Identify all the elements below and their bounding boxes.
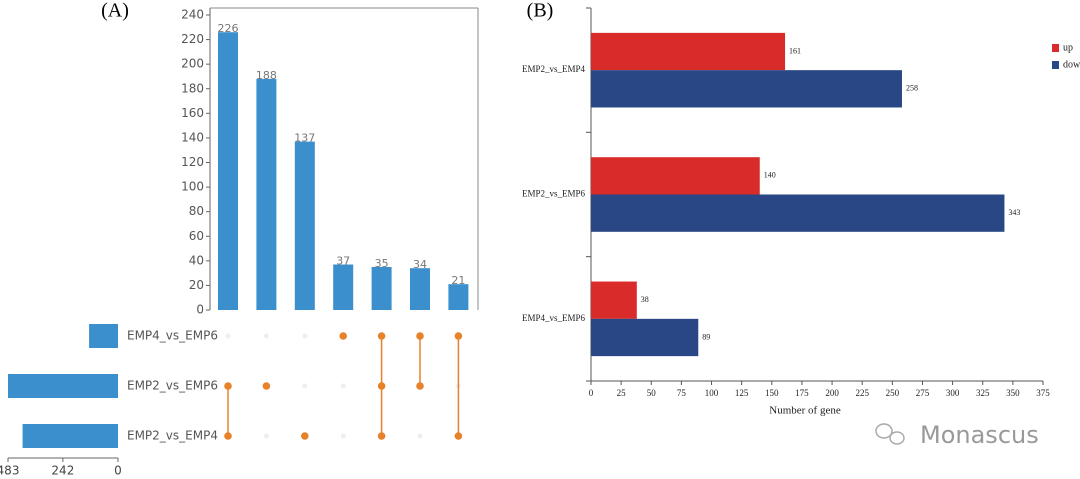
y-tick-label: 100 xyxy=(181,180,204,194)
value-label: 258 xyxy=(906,84,918,93)
y-tick-label: 140 xyxy=(181,130,204,144)
empty-dot xyxy=(225,333,231,339)
panel-label: (A) xyxy=(101,0,129,22)
value-label: 35 xyxy=(375,257,389,270)
value-label: 137 xyxy=(294,132,315,145)
member-dot xyxy=(416,382,424,390)
bar xyxy=(218,32,238,310)
x-tick-label: 0 xyxy=(589,388,594,398)
y-tick-label: 20 xyxy=(189,278,204,292)
x-tick-label: 50 xyxy=(647,388,657,398)
y-tick-label: EMP2_vs_EMP4 xyxy=(522,64,586,74)
legend-label: up xyxy=(1063,42,1073,53)
empty-dot xyxy=(340,433,346,439)
member-dot xyxy=(454,332,463,340)
bar xyxy=(591,32,786,71)
legend-swatch xyxy=(1052,44,1059,52)
member-dot xyxy=(224,432,232,440)
bar xyxy=(591,157,760,195)
bar xyxy=(591,70,902,108)
x-tick-label: 242 xyxy=(51,464,74,478)
x-tick-label: 150 xyxy=(765,388,779,398)
y-tick-label: 60 xyxy=(189,229,204,243)
set-label: EMP2_vs_EMP4 xyxy=(127,429,218,443)
bar xyxy=(410,268,430,310)
x-tick-label: 25 xyxy=(617,388,627,398)
x-tick-label: 200 xyxy=(825,388,839,398)
value-label: 21 xyxy=(451,274,465,287)
x-tick-label: 175 xyxy=(795,388,809,398)
y-tick-label: 120 xyxy=(181,155,204,169)
bar xyxy=(591,281,637,319)
x-tick-label: 350 xyxy=(1006,388,1020,398)
watermark: Monascus xyxy=(920,421,1039,449)
value-label: 34 xyxy=(413,258,427,271)
member-dot xyxy=(224,382,232,390)
x-tick-label: 483 xyxy=(0,464,19,478)
member-dot xyxy=(377,382,386,390)
y-tick-label: 80 xyxy=(189,204,204,218)
value-label: 37 xyxy=(336,255,350,268)
y-tick-label: 240 xyxy=(181,8,204,22)
set-label: EMP2_vs_EMP6 xyxy=(127,379,218,393)
x-tick-label: 375 xyxy=(1036,388,1050,398)
y-tick-label: 0 xyxy=(196,303,204,317)
value-label: 343 xyxy=(1008,208,1020,217)
empty-dot xyxy=(302,333,308,339)
x-tick-label: 125 xyxy=(735,388,749,398)
bar xyxy=(294,141,315,310)
set-bar xyxy=(8,374,118,398)
member-dot xyxy=(301,432,309,440)
x-tick-label: 225 xyxy=(855,388,869,398)
x-tick-label: 275 xyxy=(916,388,930,398)
member-dot xyxy=(416,332,424,340)
x-tick-label: 300 xyxy=(946,388,960,398)
y-tick-label: 160 xyxy=(181,106,204,120)
value-label: 38 xyxy=(641,295,649,304)
x-tick-label: 75 xyxy=(677,388,687,398)
x-tick-label: 325 xyxy=(976,388,990,398)
bar xyxy=(256,78,277,311)
value-label: 140 xyxy=(764,171,776,180)
y-tick-label: 220 xyxy=(181,32,204,46)
bar xyxy=(591,194,1005,232)
value-label: 161 xyxy=(789,46,801,55)
x-tick-label: 250 xyxy=(886,388,900,398)
y-tick-label: EMP2_vs_EMP6 xyxy=(522,189,586,199)
watermark-icon xyxy=(875,423,905,445)
value-label: 89 xyxy=(702,332,710,341)
bar xyxy=(591,318,699,357)
empty-dot xyxy=(302,383,308,389)
y-tick-label: 200 xyxy=(181,57,204,71)
member-dot xyxy=(339,332,348,340)
empty-dot xyxy=(263,433,269,439)
set-bar xyxy=(22,424,118,448)
panel-label: (B) xyxy=(527,0,554,22)
y-tick-label: 40 xyxy=(189,253,204,267)
x-tick-label: 0 xyxy=(114,464,122,478)
bar xyxy=(333,264,354,310)
empty-dot xyxy=(340,383,346,389)
member-dot xyxy=(454,432,463,440)
legend-swatch xyxy=(1052,61,1059,69)
bar xyxy=(371,266,392,310)
member-dot xyxy=(377,432,386,440)
x-axis-label: Number of gene xyxy=(769,405,841,417)
set-label: EMP4_vs_EMP6 xyxy=(127,329,218,343)
member-dot xyxy=(262,382,271,390)
x-tick-label: 100 xyxy=(705,388,719,398)
empty-dot xyxy=(263,333,269,339)
set-bar xyxy=(89,324,118,348)
legend-label: down xyxy=(1063,59,1080,70)
bar xyxy=(448,284,469,310)
value-label: 188 xyxy=(256,69,277,82)
empty-dot xyxy=(417,433,423,439)
y-tick-label: EMP4_vs_EMP6 xyxy=(522,313,586,323)
member-dot xyxy=(377,332,386,340)
y-tick-label: 180 xyxy=(181,81,204,95)
value-label: 226 xyxy=(218,22,239,35)
